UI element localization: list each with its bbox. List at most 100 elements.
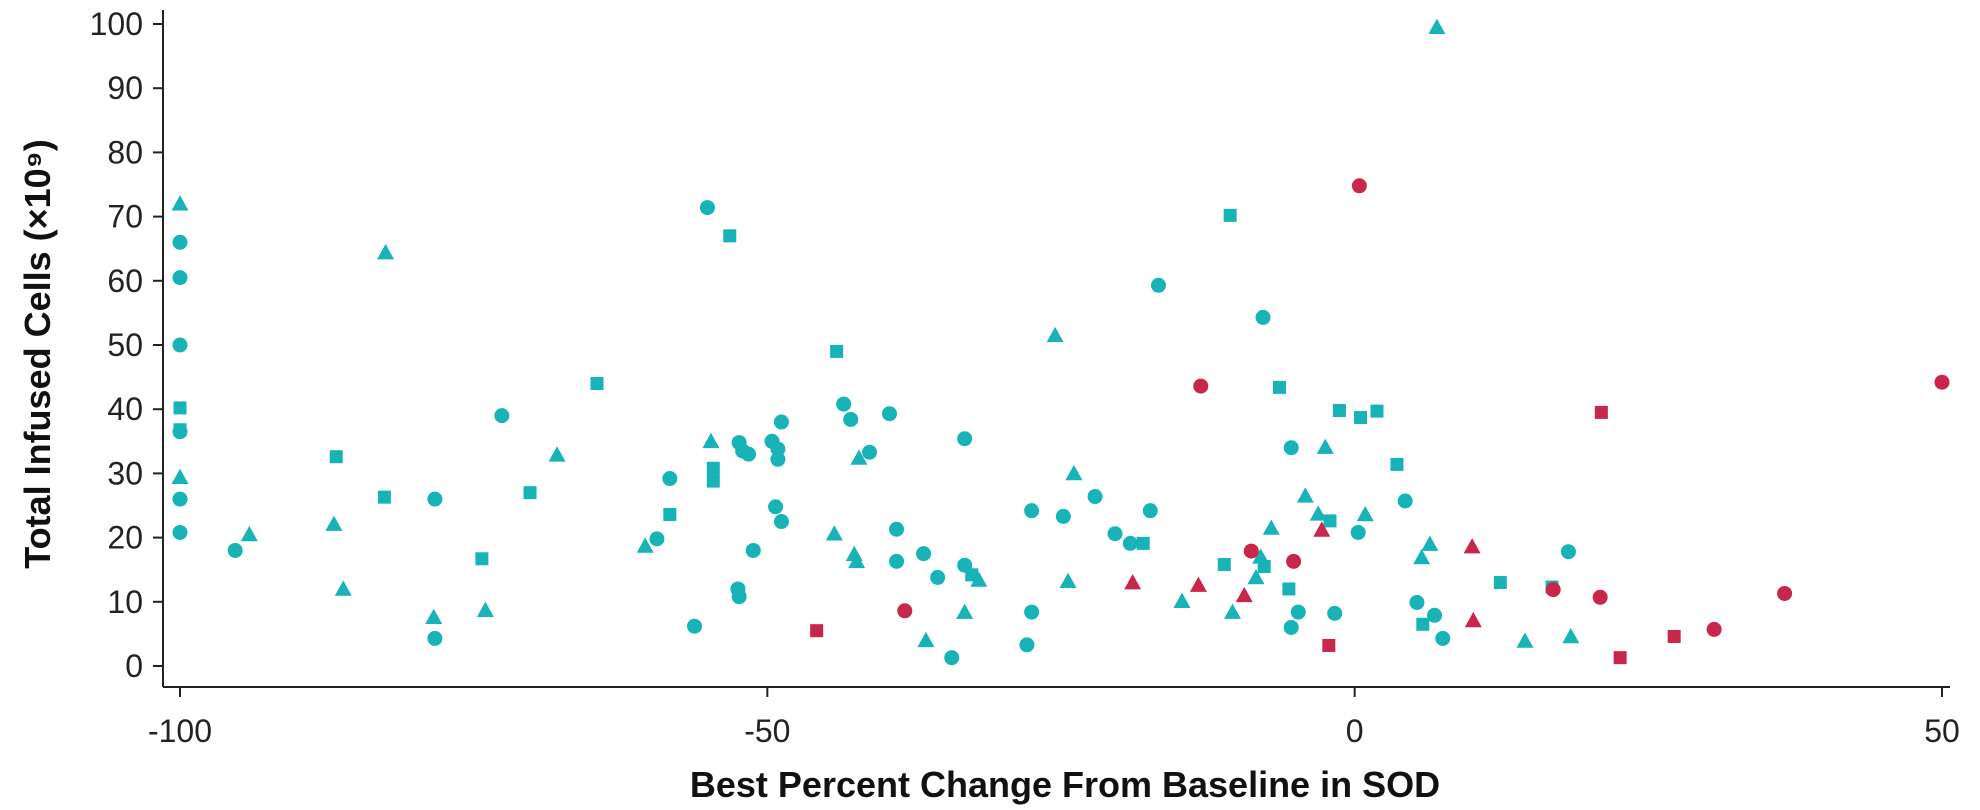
data-point-triangle bbox=[1309, 505, 1327, 521]
data-point-circle bbox=[773, 514, 789, 530]
data-point-circle bbox=[1055, 508, 1071, 524]
data-point-triangle bbox=[171, 195, 189, 211]
data-point-circle bbox=[768, 499, 784, 515]
data-point-circle bbox=[427, 630, 443, 646]
data-point-square bbox=[1493, 576, 1507, 590]
data-point-circle bbox=[836, 396, 852, 412]
data-point-triangle bbox=[1189, 576, 1207, 592]
data-point-circle bbox=[770, 451, 786, 467]
data-point-circle bbox=[944, 650, 960, 666]
data-point-circle bbox=[930, 569, 946, 585]
y-tick-label: 40 bbox=[107, 391, 143, 427]
data-point-square bbox=[590, 377, 604, 391]
data-point-triangle bbox=[1413, 549, 1431, 565]
data-point-triangle bbox=[1464, 611, 1482, 628]
data-point-circle bbox=[1545, 582, 1561, 598]
data-point-circle bbox=[662, 471, 678, 487]
data-point-circle bbox=[1290, 604, 1306, 620]
data-point-circle bbox=[699, 200, 715, 216]
data-point-circle bbox=[1777, 585, 1793, 601]
data-point-triangle bbox=[825, 525, 843, 541]
data-point-triangle bbox=[1316, 438, 1334, 454]
data-point-triangle bbox=[702, 432, 720, 449]
data-point-square bbox=[523, 486, 537, 500]
x-axis-title: Best Percent Change From Baseline in SOD bbox=[690, 764, 1440, 805]
data-point-triangle bbox=[1224, 603, 1242, 619]
data-point-square bbox=[706, 461, 720, 475]
data-point-triangle bbox=[325, 515, 343, 531]
data-point-triangle bbox=[970, 571, 988, 587]
data-point-circle bbox=[1350, 524, 1366, 540]
data-point-square bbox=[173, 423, 187, 437]
data-point-circle bbox=[1286, 553, 1302, 569]
y-axis-title: Total Infused Cells (×10⁹) bbox=[17, 139, 58, 569]
data-point-circle bbox=[741, 446, 757, 462]
data-point-circle bbox=[1327, 605, 1343, 621]
data-point-triangle bbox=[1516, 632, 1534, 648]
data-point-square bbox=[1390, 457, 1404, 471]
data-point-circle bbox=[916, 546, 932, 562]
data-point-square bbox=[1332, 403, 1346, 417]
data-point-circle bbox=[1087, 489, 1103, 505]
data-point-circle bbox=[1019, 637, 1035, 653]
data-point-triangle bbox=[476, 601, 494, 617]
y-tick-label: 20 bbox=[107, 520, 143, 556]
data-point-square bbox=[377, 490, 391, 504]
data-point-circle bbox=[227, 542, 243, 558]
data-point-circle bbox=[889, 521, 905, 537]
y-tick-label: 90 bbox=[107, 70, 143, 106]
data-point-square bbox=[1223, 208, 1237, 222]
data-point-square bbox=[1272, 380, 1286, 394]
data-point-triangle bbox=[171, 468, 189, 485]
data-point-triangle bbox=[1421, 535, 1439, 551]
y-tick-label: 80 bbox=[107, 134, 143, 170]
data-point-circle bbox=[1427, 607, 1443, 623]
data-point-triangle bbox=[848, 552, 866, 569]
data-point-circle bbox=[1435, 630, 1451, 646]
data-point-square bbox=[329, 450, 343, 464]
data-point-circle bbox=[172, 524, 188, 540]
data-point-square bbox=[1136, 536, 1150, 550]
data-point-circle bbox=[1243, 543, 1259, 559]
data-point-triangle bbox=[917, 631, 935, 648]
data-point-circle bbox=[731, 589, 747, 605]
data-point-triangle bbox=[1428, 18, 1446, 35]
data-point-triangle bbox=[1252, 548, 1270, 564]
data-point-triangle bbox=[1296, 487, 1314, 503]
data-point-circle bbox=[862, 444, 878, 460]
data-point-square bbox=[1370, 404, 1384, 418]
y-axis-ticks: 0 10 20 30 40 50 60 70 80 90 100 bbox=[90, 6, 163, 684]
data-point-circle bbox=[1592, 589, 1608, 605]
data-point-square bbox=[663, 507, 677, 521]
data-point-triangle bbox=[1173, 592, 1191, 608]
data-point-square bbox=[965, 568, 979, 582]
data-point-circle bbox=[957, 431, 973, 447]
data-point-square bbox=[1667, 629, 1681, 643]
data-point-triangle bbox=[377, 244, 395, 260]
data-point-triangle bbox=[1235, 586, 1253, 603]
data-point-circle bbox=[1024, 604, 1040, 620]
data-point-circle bbox=[494, 408, 510, 424]
x-tick-label: 50 bbox=[1924, 713, 1960, 749]
data-point-circle bbox=[1397, 493, 1413, 509]
data-point-square bbox=[723, 229, 737, 243]
data-point-triangle bbox=[1262, 519, 1280, 535]
data-point-circle bbox=[843, 411, 859, 427]
data-point-square bbox=[1322, 638, 1336, 652]
data-point-triangle bbox=[425, 608, 443, 625]
data-point-circle bbox=[1934, 374, 1950, 390]
data-point-square bbox=[1594, 405, 1608, 419]
data-point-triangle bbox=[1059, 572, 1077, 589]
data-point-circle bbox=[1409, 594, 1425, 610]
y-tick-label: 30 bbox=[107, 455, 143, 491]
y-tick-label: 50 bbox=[107, 327, 143, 363]
data-point-circle bbox=[1122, 535, 1138, 551]
y-tick-label: 0 bbox=[125, 648, 143, 684]
data-point-square bbox=[706, 474, 720, 488]
data-point-circle bbox=[770, 441, 786, 457]
data-point-circle bbox=[1351, 178, 1367, 194]
y-tick-label: 70 bbox=[107, 199, 143, 235]
y-tick-label: 100 bbox=[90, 6, 143, 42]
data-points bbox=[171, 18, 1950, 666]
data-point-square bbox=[1613, 651, 1627, 665]
